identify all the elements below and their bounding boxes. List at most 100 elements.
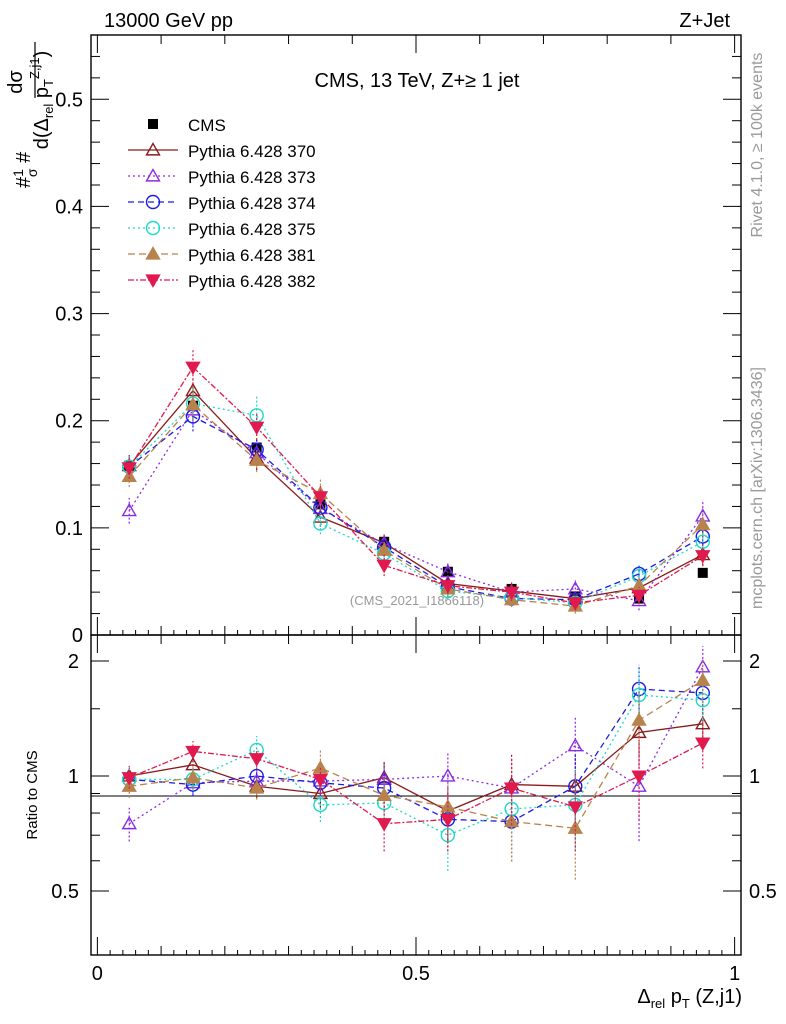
legend-label: Pythia 6.428 382 <box>188 272 316 291</box>
series-ratio-line <box>129 688 703 823</box>
x-tick-label: 0 <box>92 963 103 985</box>
series-point <box>248 452 265 466</box>
legend-marker <box>145 220 161 236</box>
ratio-tick-label-right: 1 <box>749 766 760 788</box>
series-point <box>567 597 584 611</box>
ratio-point <box>312 773 329 788</box>
legend-marker <box>145 246 161 260</box>
legend-marker <box>145 274 161 288</box>
ratio-point <box>503 782 520 796</box>
legend-label: Pythia 6.428 374 <box>188 194 316 213</box>
ratio-point <box>567 820 584 834</box>
ratio-tick-label-right: 0.5 <box>749 881 777 903</box>
series-ratio-line <box>128 742 704 825</box>
legend-label: Pythia 6.428 381 <box>188 246 316 265</box>
series-point <box>313 516 328 531</box>
ratio-point <box>185 745 201 760</box>
y-tick-label: 0.4 <box>55 196 83 218</box>
ratio-point <box>185 769 201 784</box>
x-tick-label: 1 <box>729 963 740 985</box>
series-line <box>128 403 704 607</box>
legend-label-cms: CMS <box>188 116 226 135</box>
series-point <box>312 491 329 505</box>
series-point <box>695 516 711 531</box>
series-point <box>185 396 201 411</box>
ratio-point <box>695 737 711 751</box>
ratio-point <box>248 753 265 767</box>
series-top-5 <box>121 350 711 611</box>
data-point <box>697 567 708 578</box>
series-ratio-5 <box>121 721 711 852</box>
legend-marker <box>145 194 161 210</box>
ratio-point <box>376 818 392 832</box>
ratio-point <box>121 815 137 830</box>
series-ratio-line <box>129 679 704 829</box>
ratio-y-label: Ratio to CMS <box>24 750 41 839</box>
ratio-point <box>567 737 584 752</box>
ratio-point <box>631 770 647 784</box>
x-axis-label: Δrel pT (Z,j1) <box>637 986 742 1011</box>
svg-text:#1σ #: #1σ # <box>10 151 40 188</box>
ratio-point <box>567 801 584 815</box>
svg-text:dσ: dσ <box>5 70 27 94</box>
ratio-point <box>695 672 711 686</box>
series-point <box>376 559 392 574</box>
series-line <box>128 389 704 600</box>
series-point <box>121 462 137 476</box>
ratio-point <box>695 659 711 673</box>
x-tick-label: 0.5 <box>402 963 430 985</box>
y-tick-label: 0.3 <box>55 304 83 326</box>
legend-marker <box>145 168 161 182</box>
ratio-tick-label-right: 2 <box>749 651 760 673</box>
data-point <box>379 536 390 547</box>
mcplots-label: mcplots.cern.ch [arXiv:1306.3436] <box>749 367 766 609</box>
series-point <box>440 563 456 578</box>
series-point <box>503 586 520 601</box>
ratio-point <box>440 813 456 828</box>
series-ratio-line <box>129 694 703 836</box>
series-top-4 <box>121 389 711 614</box>
series-ratio-1 <box>121 646 711 842</box>
series-line <box>128 415 704 601</box>
y-tick-label: 0.5 <box>55 89 83 111</box>
legend-label: Pythia 6.428 373 <box>188 168 316 187</box>
ratio-point <box>313 797 328 813</box>
series-line <box>128 402 704 604</box>
ratio-point <box>248 780 265 794</box>
legend-label: Pythia 6.428 370 <box>188 142 316 161</box>
ratio-tick-label: 2 <box>68 651 79 673</box>
header-left: 13000 GeV pp <box>104 10 233 32</box>
header-right: Z+Jet <box>679 10 730 32</box>
chart-title: CMS, 13 TeV, Z+≥ 1 jet <box>315 70 520 92</box>
ratio-point <box>121 772 137 786</box>
watermark: (CMS_2021_I1866118) <box>350 593 484 608</box>
series-line <box>128 409 704 602</box>
series-top-0 <box>121 376 711 607</box>
y-tick-label: 0.2 <box>55 411 83 433</box>
ratio-point <box>440 768 456 782</box>
series-top-1 <box>121 395 711 611</box>
series-point <box>185 361 201 376</box>
series-point <box>248 421 265 436</box>
series-point <box>695 550 711 564</box>
ratio-tick-label: 1 <box>68 766 79 788</box>
legend: CMS Pythia 6.428 370 Pythia 6.428 373 Pythi… <box>128 116 316 291</box>
legend-label: Pythia 6.428 375 <box>188 220 316 239</box>
series-ratio-line <box>128 666 704 825</box>
series-point <box>631 592 647 607</box>
axis-ticks: 0 0.1 0.2 0.3 0.4 0.5 0 0.5 1 0.5 0.5 1 1 2 2 <box>51 35 777 985</box>
series-point <box>695 534 710 549</box>
y-tick-label: 0.1 <box>55 518 83 540</box>
series-top-2 <box>122 401 710 608</box>
legend-marker <box>145 142 161 156</box>
series-ratio-0 <box>121 704 711 842</box>
series-point <box>631 589 647 604</box>
ratio-point <box>695 715 711 730</box>
series-layer <box>121 350 711 880</box>
ratio-point <box>312 760 329 774</box>
data-series-cms <box>124 400 708 604</box>
ratio-point <box>631 712 647 726</box>
svg-text:d(Δrel pTZ,j1): d(Δrel pTZ,j1) <box>27 51 56 150</box>
legend-marker-cms <box>148 119 158 129</box>
